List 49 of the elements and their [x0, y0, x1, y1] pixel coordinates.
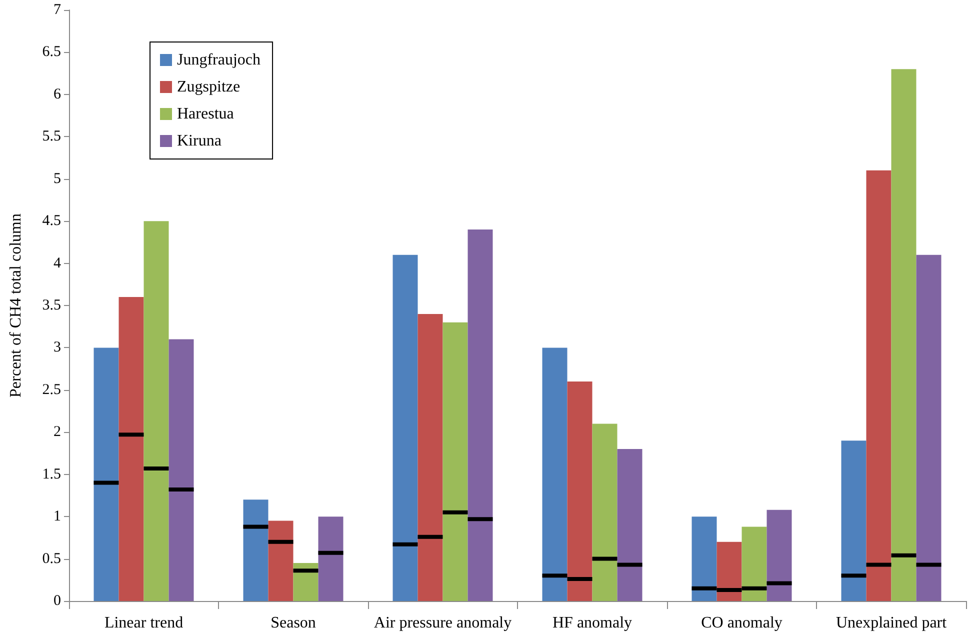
bar	[766, 510, 792, 601]
y-tick-label: 6	[54, 86, 62, 102]
bar	[841, 440, 866, 601]
y-tick-label: 6.5	[42, 44, 61, 60]
bar	[891, 69, 916, 601]
bar	[168, 339, 194, 601]
bar	[916, 254, 942, 601]
x-tick-label: Air pressure anomaly	[374, 614, 512, 632]
bar	[144, 221, 169, 601]
y-tick-label: 3	[54, 340, 61, 356]
y-tick-label: 3.5	[42, 298, 61, 314]
y-tick-label: 2.5	[42, 382, 61, 398]
bar	[418, 314, 443, 601]
bar	[442, 322, 468, 601]
legend-label: Harestua	[177, 106, 234, 122]
x-tick-label: Unexplained part	[836, 614, 948, 632]
bar	[617, 449, 642, 601]
x-tick-label: CO anomaly	[701, 614, 782, 632]
y-tick-label: 5	[54, 170, 61, 187]
y-tick-label: 0	[54, 593, 61, 609]
y-tick-label: 0.5	[42, 550, 61, 567]
y-tick-label: 5.5	[42, 128, 61, 145]
bar	[392, 254, 418, 601]
y-tick-label: 2	[54, 424, 61, 440]
bar	[268, 520, 294, 601]
x-tick-label: Season	[270, 614, 316, 632]
bar	[742, 526, 767, 601]
y-tick-label: 4	[54, 255, 62, 272]
legend-label: Jungfraujoch	[177, 52, 261, 68]
bar	[592, 424, 618, 601]
bar	[716, 542, 742, 601]
bar	[866, 170, 892, 601]
y-tick-label: 7	[54, 2, 62, 18]
y-tick-label: 4.5	[42, 213, 61, 230]
bar	[243, 500, 268, 601]
y-tick-label: 1.5	[42, 466, 61, 482]
y-tick-label: 1	[54, 508, 61, 525]
bar	[94, 348, 119, 601]
bar	[692, 516, 717, 601]
bar	[318, 516, 344, 601]
x-tick-label: Linear trend	[104, 614, 184, 632]
bar	[567, 381, 592, 601]
x-tick-label: HF anomaly	[552, 614, 632, 632]
y-axis-title: Percent of CH4 total column	[8, 214, 24, 398]
bar	[542, 348, 568, 601]
legend-label: Zugspitze	[177, 78, 240, 96]
legend-label: Kiruna	[177, 132, 222, 150]
bar	[118, 297, 144, 601]
bar	[468, 230, 493, 601]
